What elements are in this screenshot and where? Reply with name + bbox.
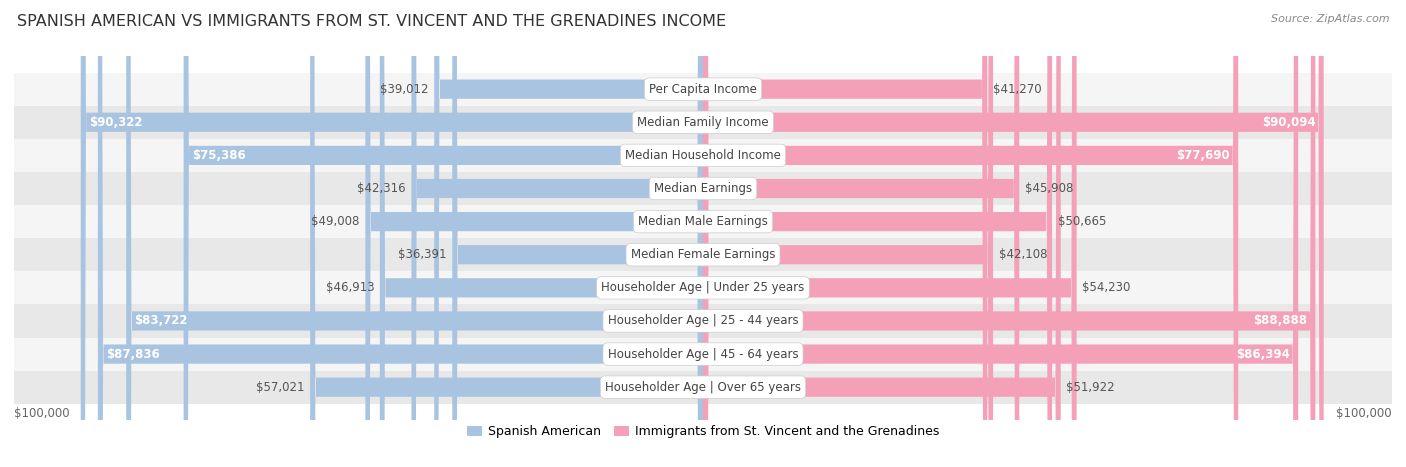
- FancyBboxPatch shape: [703, 0, 1239, 467]
- Text: $42,108: $42,108: [998, 248, 1047, 261]
- Text: $83,722: $83,722: [135, 314, 188, 327]
- FancyBboxPatch shape: [412, 0, 703, 467]
- Bar: [14, 271, 1392, 304]
- Text: $100,000: $100,000: [14, 407, 70, 420]
- Bar: [14, 238, 1392, 271]
- Text: $46,913: $46,913: [326, 281, 374, 294]
- FancyBboxPatch shape: [434, 0, 703, 467]
- Text: Median Male Earnings: Median Male Earnings: [638, 215, 768, 228]
- Text: Source: ZipAtlas.com: Source: ZipAtlas.com: [1271, 14, 1389, 24]
- Text: $41,270: $41,270: [993, 83, 1042, 96]
- Bar: [14, 72, 1392, 106]
- Text: $90,094: $90,094: [1261, 116, 1316, 129]
- Text: $90,322: $90,322: [89, 116, 142, 129]
- FancyBboxPatch shape: [703, 0, 1019, 467]
- Text: Householder Age | Under 25 years: Householder Age | Under 25 years: [602, 281, 804, 294]
- Bar: [14, 338, 1392, 371]
- Text: Householder Age | 25 - 44 years: Householder Age | 25 - 44 years: [607, 314, 799, 327]
- Text: Householder Age | 45 - 64 years: Householder Age | 45 - 64 years: [607, 347, 799, 361]
- Text: $49,008: $49,008: [312, 215, 360, 228]
- Text: $77,690: $77,690: [1177, 149, 1230, 162]
- FancyBboxPatch shape: [703, 0, 1298, 467]
- Text: $54,230: $54,230: [1083, 281, 1130, 294]
- Text: $100,000: $100,000: [1336, 407, 1392, 420]
- FancyBboxPatch shape: [366, 0, 703, 467]
- Text: $57,021: $57,021: [256, 381, 305, 394]
- Text: $50,665: $50,665: [1057, 215, 1107, 228]
- Text: $39,012: $39,012: [380, 83, 429, 96]
- Text: Median Female Earnings: Median Female Earnings: [631, 248, 775, 261]
- Legend: Spanish American, Immigrants from St. Vincent and the Grenadines: Spanish American, Immigrants from St. Vi…: [461, 420, 945, 443]
- Bar: [14, 106, 1392, 139]
- FancyBboxPatch shape: [703, 0, 1052, 467]
- FancyBboxPatch shape: [703, 0, 993, 467]
- FancyBboxPatch shape: [380, 0, 703, 467]
- Bar: [14, 371, 1392, 404]
- FancyBboxPatch shape: [703, 0, 1060, 467]
- Text: $36,391: $36,391: [398, 248, 447, 261]
- Text: $88,888: $88,888: [1253, 314, 1308, 327]
- FancyBboxPatch shape: [184, 0, 703, 467]
- FancyBboxPatch shape: [98, 0, 703, 467]
- Text: SPANISH AMERICAN VS IMMIGRANTS FROM ST. VINCENT AND THE GRENADINES INCOME: SPANISH AMERICAN VS IMMIGRANTS FROM ST. …: [17, 14, 725, 29]
- Text: Median Family Income: Median Family Income: [637, 116, 769, 129]
- FancyBboxPatch shape: [703, 0, 1316, 467]
- Text: $87,836: $87,836: [105, 347, 160, 361]
- FancyBboxPatch shape: [311, 0, 703, 467]
- FancyBboxPatch shape: [703, 0, 1077, 467]
- FancyBboxPatch shape: [703, 0, 1323, 467]
- Bar: [14, 172, 1392, 205]
- Text: $45,908: $45,908: [1025, 182, 1073, 195]
- Text: $42,316: $42,316: [357, 182, 406, 195]
- Bar: [14, 139, 1392, 172]
- Text: Householder Age | Over 65 years: Householder Age | Over 65 years: [605, 381, 801, 394]
- FancyBboxPatch shape: [703, 0, 987, 467]
- Text: Per Capita Income: Per Capita Income: [650, 83, 756, 96]
- Text: $86,394: $86,394: [1236, 347, 1289, 361]
- Text: $75,386: $75,386: [191, 149, 246, 162]
- FancyBboxPatch shape: [453, 0, 703, 467]
- Bar: [14, 304, 1392, 338]
- Text: $51,922: $51,922: [1066, 381, 1115, 394]
- Text: Median Earnings: Median Earnings: [654, 182, 752, 195]
- FancyBboxPatch shape: [127, 0, 703, 467]
- Bar: [14, 205, 1392, 238]
- FancyBboxPatch shape: [80, 0, 703, 467]
- Text: Median Household Income: Median Household Income: [626, 149, 780, 162]
